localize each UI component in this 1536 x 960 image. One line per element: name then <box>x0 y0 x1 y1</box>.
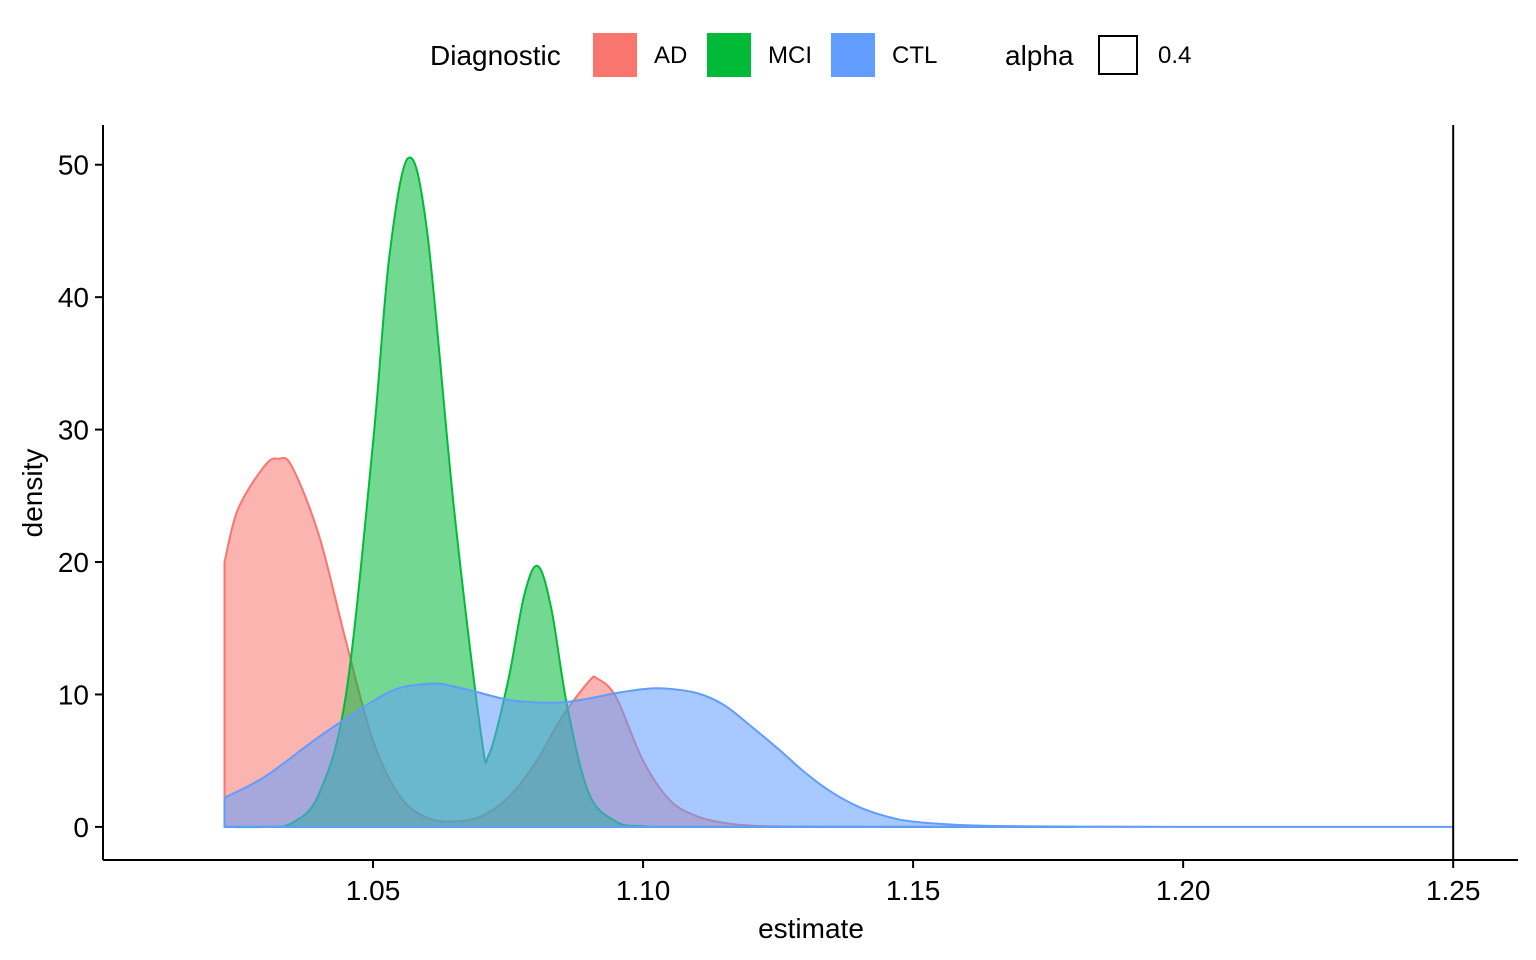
density-area-mci <box>224 157 1076 828</box>
density-areas <box>223 156 1454 829</box>
legend-title-alpha: alpha <box>1005 40 1074 71</box>
x-tick-label: 1.15 <box>886 875 941 906</box>
legend-label-mci: MCI <box>768 42 812 69</box>
density-outline-ctl <box>223 682 1454 828</box>
legend-key-alpha <box>1098 35 1138 75</box>
x-axis-ticks: 1.05 1.10 1.15 1.20 1.25 <box>346 860 1481 906</box>
x-axis-title: estimate <box>758 913 864 944</box>
y-tick-label: 10 <box>58 679 89 710</box>
y-tick-label: 30 <box>58 415 89 446</box>
y-axis-ticks: 0 10 20 30 40 50 <box>58 150 103 843</box>
legend-key-ad <box>593 33 637 77</box>
x-tick-label: 1.25 <box>1426 875 1481 906</box>
legend-title-diagnostic: Diagnostic <box>430 40 561 71</box>
y-axis-title: density <box>17 449 48 538</box>
y-tick-label: 50 <box>58 150 89 181</box>
x-tick-label: 1.05 <box>346 875 401 906</box>
x-tick-label: 1.10 <box>616 875 671 906</box>
x-tick-label: 1.20 <box>1156 875 1211 906</box>
y-tick-label: 20 <box>58 547 89 578</box>
legend-key-ctl <box>831 33 875 77</box>
y-tick-label: 40 <box>58 282 89 313</box>
legend-key-mci <box>707 33 751 77</box>
legend: Diagnostic AD MCI CTL alpha 0.4 <box>0 30 1536 80</box>
legend-label-alpha-value: 0.4 <box>1158 42 1192 69</box>
y-tick-label: 0 <box>73 812 89 843</box>
density-area-ctl <box>224 683 1454 827</box>
legend-label-ctl: CTL <box>892 42 938 69</box>
legend-label-ad: AD <box>654 42 688 69</box>
